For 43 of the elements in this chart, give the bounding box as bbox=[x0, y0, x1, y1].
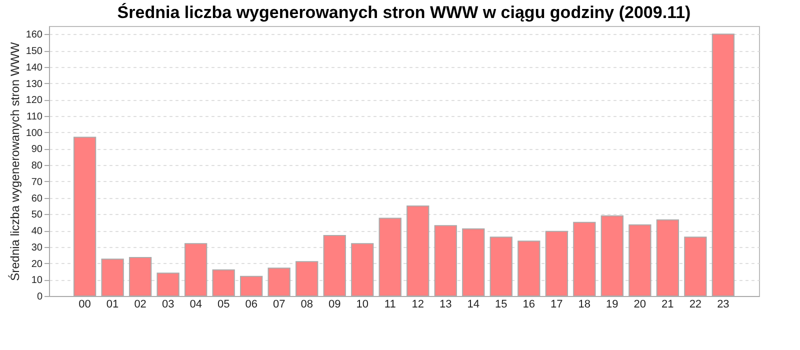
x-tick-label: 01 bbox=[106, 298, 119, 310]
x-tick-label: 02 bbox=[134, 298, 146, 310]
y-tick-label: 50 bbox=[31, 210, 43, 221]
y-tick-label: 40 bbox=[31, 226, 43, 238]
y-tick-label: 110 bbox=[26, 112, 43, 122]
x-tick-label: 06 bbox=[245, 298, 258, 310]
x-tick-label: 14 bbox=[467, 298, 480, 310]
x-tick-label: 08 bbox=[300, 298, 313, 310]
x-tick-label: 22 bbox=[689, 298, 702, 310]
y-tick-label: 90 bbox=[31, 144, 43, 156]
y-tick-label: 140 bbox=[26, 62, 43, 74]
x-tick-label: 23 bbox=[717, 298, 730, 310]
x-tick-label: 20 bbox=[634, 298, 646, 310]
y-tick-label: 0 bbox=[36, 292, 43, 302]
x-tick-label: 15 bbox=[495, 298, 508, 310]
x-tick-label: 13 bbox=[440, 298, 452, 310]
x-tick-label: 12 bbox=[412, 298, 424, 310]
y-tick-label: 120 bbox=[26, 95, 43, 106]
y-tick-label: 80 bbox=[31, 160, 43, 172]
x-tick-label: 17 bbox=[550, 298, 563, 310]
x-tick-label: 00 bbox=[78, 298, 91, 310]
y-axis-title: Średnia liczba wygenerowanych stron WWW bbox=[8, 41, 22, 281]
y-tick-label: 10 bbox=[31, 275, 43, 286]
x-tick-label: 19 bbox=[606, 298, 618, 310]
x-tick-label: 09 bbox=[328, 298, 341, 310]
x-tick-label: 11 bbox=[384, 298, 396, 310]
y-tick-label: 150 bbox=[26, 46, 43, 58]
x-tick-label: 10 bbox=[356, 298, 368, 310]
chart-title: Średnia liczba wygenerowanych stron WWW w ciągu godziny (2009.11) bbox=[117, 2, 691, 22]
x-tick-label: 21 bbox=[662, 298, 674, 310]
x-tick-label: 05 bbox=[217, 298, 230, 310]
y-tick-label: 130 bbox=[26, 78, 43, 90]
x-tick-label: 18 bbox=[578, 298, 591, 310]
y-tick-label: 160 bbox=[26, 30, 43, 41]
y-tick-label: 60 bbox=[31, 193, 43, 204]
y-tick-label: 70 bbox=[31, 176, 43, 188]
x-tick-label: 07 bbox=[272, 298, 286, 310]
x-tick-label: 03 bbox=[162, 298, 174, 310]
x-tick-label: 04 bbox=[190, 298, 202, 310]
y-tick-label: 20 bbox=[31, 258, 43, 270]
x-tick-label: 16 bbox=[522, 298, 536, 310]
y-tick-label: 30 bbox=[31, 242, 43, 254]
y-tick-label: 100 bbox=[26, 128, 43, 139]
